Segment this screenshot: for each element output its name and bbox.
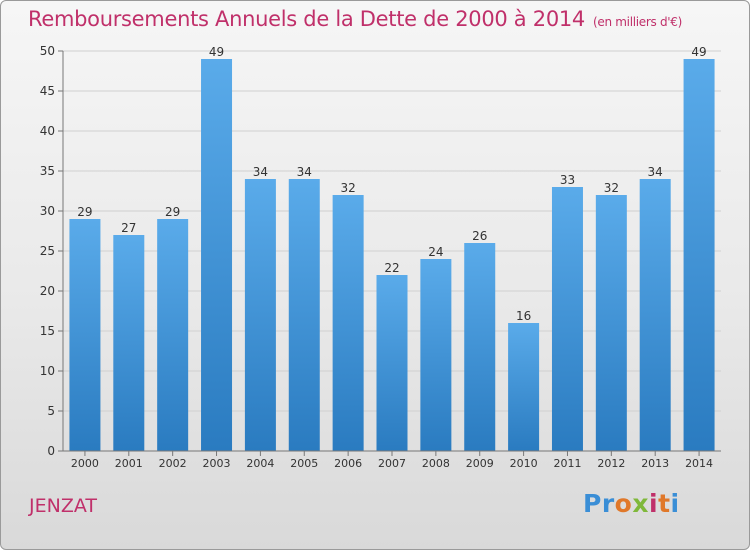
x-tick-label: 2011 xyxy=(553,457,581,470)
x-tick-label: 2008 xyxy=(422,457,450,470)
logo-letter: r xyxy=(601,489,615,518)
x-tick-label: 2001 xyxy=(115,457,143,470)
y-tick-label: 5 xyxy=(47,404,55,418)
bar-2007 xyxy=(376,275,408,451)
data-label: 16 xyxy=(516,309,531,323)
chart-title: Remboursements Annuels de la Dette de 20… xyxy=(28,7,682,31)
y-tick-label: 10 xyxy=(40,364,55,378)
bar-2003 xyxy=(201,59,233,451)
bar-2012 xyxy=(595,195,627,451)
y-tick-label: 20 xyxy=(40,284,55,298)
data-label: 49 xyxy=(691,45,706,59)
data-label: 27 xyxy=(121,221,136,235)
y-tick-label: 25 xyxy=(40,244,55,258)
chart-subtitle: (en milliers d'€) xyxy=(593,15,683,29)
x-tick-label: 2002 xyxy=(159,457,187,470)
y-tick-label: 15 xyxy=(40,324,55,338)
x-tick-label: 2014 xyxy=(685,457,713,470)
logo-letter: o xyxy=(614,489,633,518)
bar-2000 xyxy=(69,219,101,451)
bars: 29 27 29 49 34 34 32 22 24 26 16 33 32 34 49 xyxy=(69,45,715,451)
data-label: 49 xyxy=(209,45,224,59)
logo-letter: i xyxy=(670,489,680,518)
x-tick-label: 2009 xyxy=(466,457,494,470)
y-tick-label: 50 xyxy=(40,44,55,58)
chart-title-text: Remboursements Annuels de la Dette de 20… xyxy=(28,7,585,31)
bar-2014 xyxy=(683,59,715,451)
bar-2002 xyxy=(157,219,189,451)
x-tick-label: 2012 xyxy=(597,457,625,470)
x-tick-label: 2004 xyxy=(246,457,274,470)
data-label: 32 xyxy=(604,181,619,195)
data-label: 33 xyxy=(560,173,575,187)
x-tick-label: 2006 xyxy=(334,457,362,470)
logo-letter: P xyxy=(583,489,602,518)
data-label: 29 xyxy=(165,205,180,219)
data-label: 34 xyxy=(253,165,268,179)
y-tick-label: 45 xyxy=(40,84,55,98)
logo-letter: t xyxy=(658,489,671,518)
bar-2006 xyxy=(332,195,364,451)
x-tick-label: 2003 xyxy=(203,457,231,470)
data-label: 29 xyxy=(77,205,92,219)
data-label: 22 xyxy=(384,261,399,275)
data-label: 34 xyxy=(297,165,312,179)
x-tick-label: 2005 xyxy=(290,457,318,470)
bar-2009 xyxy=(464,243,496,451)
y-tick-label: 0 xyxy=(47,444,55,458)
bar-2008 xyxy=(420,259,452,451)
data-label: 32 xyxy=(340,181,355,195)
commune-name: JENZAT xyxy=(29,495,97,517)
x-tick-label: 2010 xyxy=(510,457,538,470)
axes: 0 5 10 15 20 25 30 35 40 45 50 2000 2001 2002 2003 2004… xyxy=(40,44,721,470)
bar-2004 xyxy=(244,179,276,451)
data-label: 26 xyxy=(472,229,487,243)
y-tick-label: 35 xyxy=(40,164,55,178)
y-tick-label: 30 xyxy=(40,204,55,218)
data-label: 34 xyxy=(648,165,663,179)
x-tick-label: 2000 xyxy=(71,457,99,470)
data-label: 24 xyxy=(428,245,443,259)
bar-2001 xyxy=(113,235,145,451)
bar-2013 xyxy=(639,179,671,451)
bar-2010 xyxy=(508,323,540,451)
bar-2011 xyxy=(551,187,583,451)
x-tick-label: 2007 xyxy=(378,457,406,470)
y-tick-label: 40 xyxy=(40,124,55,138)
x-tick-label: 2013 xyxy=(641,457,669,470)
logo-letter: i xyxy=(649,489,659,518)
proxiti-logo: Proxiti xyxy=(583,489,680,518)
bar-2005 xyxy=(288,179,320,451)
logo-letter: x xyxy=(632,489,649,518)
